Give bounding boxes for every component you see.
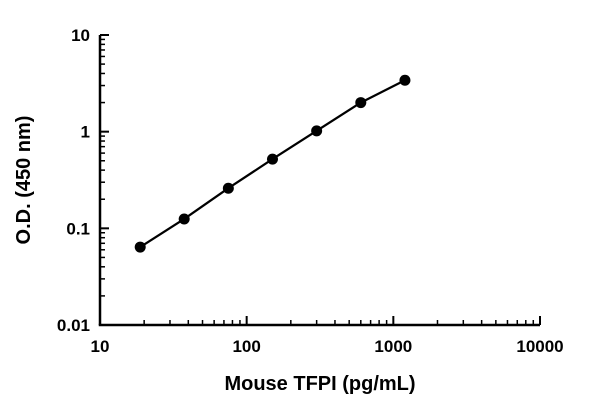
data-point — [266, 153, 278, 165]
plot-area: 10 100 1000 10000 0.01 0.1 1 10 — [57, 26, 564, 356]
data-point — [222, 182, 234, 194]
data-point — [178, 213, 190, 225]
x-tick-label: 10000 — [516, 337, 563, 356]
y-tick-label: 1 — [81, 123, 90, 142]
x-axis-label: Mouse TFPI (pg/mL) — [224, 373, 415, 395]
y-axis-label: O.D. (450 nm) — [13, 116, 35, 245]
x-tick-label: 1000 — [374, 337, 412, 356]
x-tick-label: 100 — [232, 337, 260, 356]
data-point — [399, 74, 411, 86]
y-tick-label: 0.01 — [57, 316, 90, 335]
data-point — [134, 241, 146, 253]
data-point — [311, 125, 323, 137]
y-tick-label: 0.1 — [66, 219, 90, 238]
y-tick-label: 10 — [71, 26, 90, 45]
x-tick-label: 10 — [91, 337, 110, 356]
data-point — [355, 97, 367, 109]
